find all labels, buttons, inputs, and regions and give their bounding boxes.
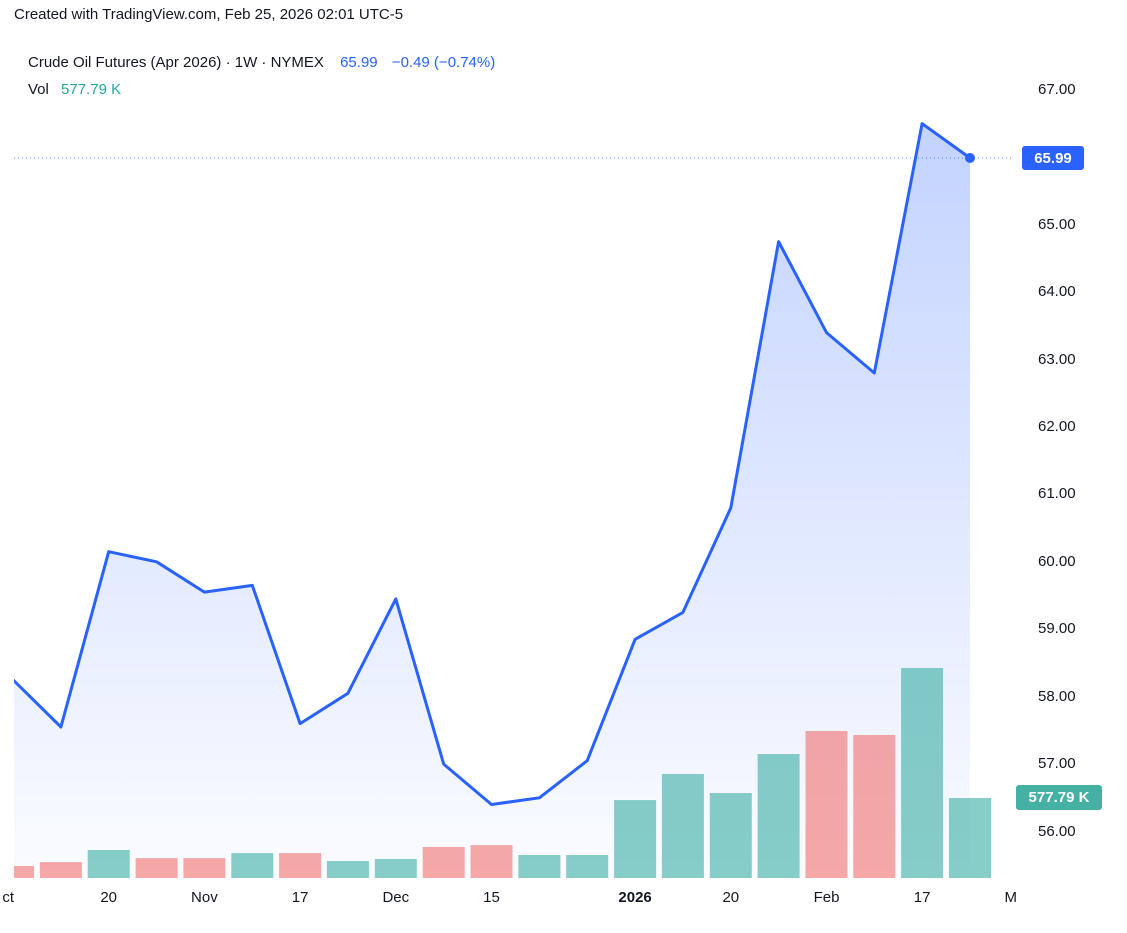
attribution-text: Created with TradingView.com, Feb 25, 20… xyxy=(14,6,404,23)
time-axis-label: ct xyxy=(2,889,15,906)
time-axis-label: M xyxy=(1004,889,1017,906)
time-axis-label: Feb xyxy=(813,889,840,906)
last-price-badge: 65.99 xyxy=(1022,146,1084,170)
time-axis-label: 17 xyxy=(913,889,931,906)
volume-bar[interactable] xyxy=(14,866,34,878)
legend-volume-row: Vol 577.79 K xyxy=(28,79,495,100)
volume-bar[interactable] xyxy=(87,850,130,878)
price-axis-label: 57.00 xyxy=(1038,755,1076,773)
volume-bar[interactable] xyxy=(135,858,178,878)
chart-legend: Crude Oil Futures (Apr 2026) · 1W · NYME… xyxy=(28,52,495,106)
time-axis-label: 20 xyxy=(722,889,740,906)
volume-bar[interactable] xyxy=(757,754,800,878)
volume-bar[interactable] xyxy=(231,853,274,878)
time-axis-label: 20 xyxy=(100,889,118,906)
volume-bar[interactable] xyxy=(709,793,752,878)
volume-bar[interactable] xyxy=(374,859,417,878)
price-axis-label: 63.00 xyxy=(1038,350,1076,368)
legend-symbol-row: Crude Oil Futures (Apr 2026) · 1W · NYME… xyxy=(28,52,495,73)
time-axis-label: 2026 xyxy=(618,889,652,906)
volume-bar[interactable] xyxy=(805,731,848,878)
volume-bar[interactable] xyxy=(853,735,896,878)
price-axis-label: 59.00 xyxy=(1038,620,1076,638)
time-axis-label: 17 xyxy=(291,889,309,906)
volume-label[interactable]: Vol xyxy=(28,81,49,98)
price-axis-label: 58.00 xyxy=(1038,687,1076,705)
symbol-title[interactable]: Crude Oil Futures (Apr 2026) · 1W · NYME… xyxy=(28,54,324,71)
last-price-value: 65.99 xyxy=(340,54,378,71)
price-volume-chart[interactable] xyxy=(14,40,1014,880)
volume-bar[interactable] xyxy=(470,845,513,878)
volume-bar[interactable] xyxy=(183,858,226,878)
price-axis-label: 61.00 xyxy=(1038,485,1076,503)
volume-bar[interactable] xyxy=(518,855,561,878)
price-change: −0.49 (−0.74%) xyxy=(391,54,496,71)
price-area-fill xyxy=(14,123,970,878)
price-axis-label: 60.00 xyxy=(1038,552,1076,570)
volume-bar[interactable] xyxy=(949,798,991,878)
time-axis[interactable]: ct 20 Nov 17 Dec 15 2026 20 Feb 17 M xyxy=(2,878,1017,918)
volume-bar[interactable] xyxy=(326,861,369,878)
volume-bar[interactable] xyxy=(279,853,322,878)
price-axis-label: 67.00 xyxy=(1038,80,1076,98)
last-price-dot xyxy=(965,153,975,163)
volume-value: 577.79 K xyxy=(61,81,122,98)
price-axis-label: 64.00 xyxy=(1038,283,1076,301)
price-axis-label: 65.00 xyxy=(1038,215,1076,233)
time-axis-label: Nov xyxy=(191,889,218,906)
price-axis-label: 62.00 xyxy=(1038,418,1076,435)
volume-bar[interactable] xyxy=(39,862,82,878)
price-line xyxy=(14,122,972,806)
time-axis-label: Dec xyxy=(382,889,410,906)
volume-bars xyxy=(14,668,991,878)
volume-bar[interactable] xyxy=(661,774,704,878)
time-axis-label: 15 xyxy=(483,889,500,906)
volume-bar[interactable] xyxy=(566,855,609,878)
volume-bar[interactable] xyxy=(422,847,465,878)
price-axis-label: 56.00 xyxy=(1038,822,1076,840)
volume-bar[interactable] xyxy=(901,668,944,878)
volume-bar[interactable] xyxy=(614,800,657,878)
last-volume-badge: 577.79 K xyxy=(1016,785,1102,810)
